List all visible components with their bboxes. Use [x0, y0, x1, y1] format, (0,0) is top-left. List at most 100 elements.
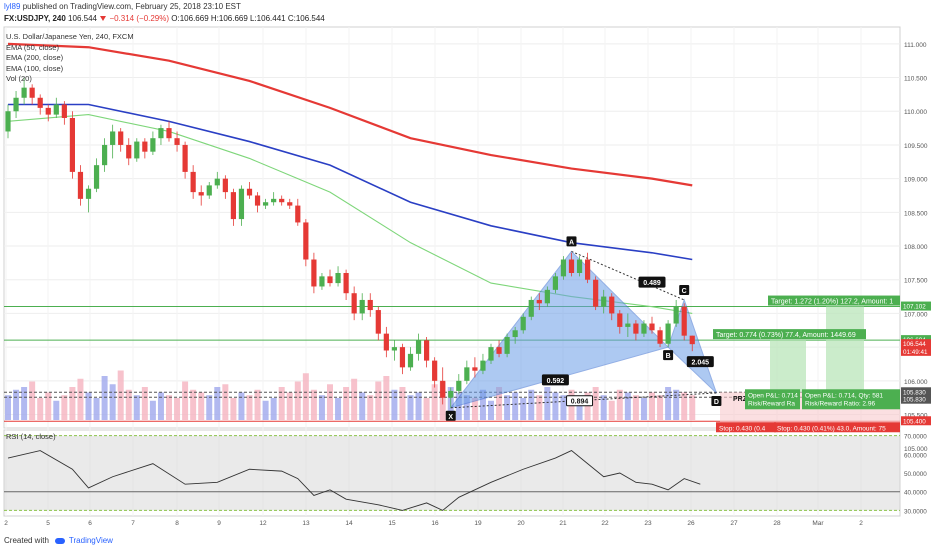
time-tick-label: 22: [601, 520, 609, 527]
volume-bar: [479, 389, 486, 420]
price-axis-badge-label: 105.400: [903, 418, 926, 425]
time-tick-label: 9: [217, 520, 221, 527]
volume-bar: [302, 373, 309, 420]
candle-body: [367, 299, 373, 311]
volume-bar: [504, 395, 511, 420]
price-pane: [3, 26, 901, 429]
volume-bar: [133, 395, 140, 420]
volume-bar: [182, 381, 189, 420]
candle-body: [528, 299, 534, 317]
instrument-label: U.S. Dollar/Japanese Yen, 240, FXCM: [6, 32, 134, 41]
price-tick-label: 110.500: [904, 76, 927, 83]
time-tick-label: 26: [687, 520, 695, 527]
candle-body: [488, 347, 494, 361]
candle-body: [5, 111, 11, 132]
legend-rsi[interactable]: RSI (14, close): [6, 432, 56, 441]
volume-bar: [286, 392, 293, 420]
author-link[interactable]: lyl89: [4, 2, 21, 11]
target-label-1: Target: 1.272 (1.20%) 127.2, Amount: 1: [771, 299, 893, 306]
ratio-badge: [638, 276, 666, 288]
volume-bar: [616, 389, 623, 420]
candle-body: [351, 293, 357, 314]
legend-ema50[interactable]: EMA (50, close): [6, 42, 59, 52]
candle-body: [448, 390, 454, 398]
candle-body: [102, 144, 108, 166]
candle-body: [383, 333, 389, 351]
volume-bar: [592, 387, 599, 420]
price-tick-label: 109.000: [904, 177, 928, 184]
volume-bar: [351, 378, 358, 420]
candle-body: [472, 367, 478, 371]
volume-bar: [488, 400, 494, 420]
volume-bar: [632, 395, 639, 420]
volume-bar: [520, 398, 527, 420]
pattern-point-D: D: [714, 399, 719, 406]
candle-body: [287, 202, 293, 206]
volume-bar: [640, 398, 647, 420]
volume-bar: [77, 378, 84, 420]
created-with-label: Created with: [4, 536, 49, 545]
ratio-label: 0.489: [643, 280, 661, 287]
candle-body: [134, 141, 140, 159]
volume-bar: [174, 398, 181, 420]
candle-body: [85, 188, 92, 199]
candle-body: [456, 380, 462, 391]
candle-body: [681, 306, 687, 336]
rsi-tick-label: 50.0000: [904, 471, 927, 478]
volume-bar: [157, 392, 164, 420]
pattern-point-badge: [566, 236, 577, 247]
volume-bar: [335, 398, 342, 420]
target-label-2: Target: 0.774 (0.73%) 77.4, Amount: 1449…: [716, 332, 856, 339]
ratio-badge: [686, 356, 714, 368]
volume-bar: [423, 398, 430, 420]
volume-bar: [455, 392, 462, 420]
volume-bar: [471, 398, 478, 420]
volume-bar: [166, 395, 172, 420]
candle-body: [319, 276, 325, 287]
volume-bar: [327, 384, 333, 420]
price-tick-label: 111.000: [904, 42, 927, 49]
ratio-label: 0.894: [571, 399, 589, 406]
candle-body: [182, 144, 188, 172]
price-chart[interactable]: 111.000 110.500 110.000 109.500 109.000 108.5…: [0, 0, 932, 532]
volume-bar: [318, 395, 325, 420]
ratio-badge: [541, 374, 569, 386]
legend-ema200[interactable]: EMA (200, close): [6, 53, 64, 62]
price-tick-label: 105.000: [904, 446, 928, 453]
target-badge-1: [768, 295, 900, 306]
down-arrow-icon: [100, 16, 107, 22]
candle-body: [657, 330, 663, 344]
footer: Created with TradingView: [0, 532, 932, 550]
volume-bar: [198, 392, 205, 420]
volume-bar: [496, 387, 503, 420]
volume-bar: [689, 395, 696, 420]
time-tick-label: 14: [345, 520, 353, 527]
volume-bar: [600, 395, 607, 420]
time-tick-label: 23: [644, 520, 652, 527]
target-zone-2: [826, 306, 864, 393]
candle-body: [246, 188, 253, 196]
legend-volume[interactable]: Vol (20): [6, 74, 32, 83]
tradingview-link[interactable]: TradingView: [68, 536, 113, 545]
candle-body: [230, 192, 236, 220]
price-tick-label: 108.500: [904, 210, 928, 217]
candle-body: [625, 323, 631, 327]
time-tick-label: 16: [431, 520, 439, 527]
pattern-point-C: C: [682, 288, 687, 295]
candle-body: [585, 259, 591, 280]
candle-body: [440, 380, 446, 398]
candle-body: [206, 185, 212, 196]
candle-body: [126, 144, 132, 159]
tradingview-logo-icon: [54, 537, 65, 544]
volume-bar: [657, 395, 664, 420]
ohlc-values: O:106.669 H:106.669 L:106.441 C:106.544: [171, 14, 325, 23]
candle-body: [552, 276, 558, 290]
volume-bar: [262, 400, 269, 420]
legend-ema100[interactable]: EMA (100, close): [6, 63, 64, 73]
volume-bar: [649, 392, 655, 420]
candle-body: [238, 188, 245, 220]
rsi-tick-label: 30.0000: [904, 508, 927, 515]
candle-body: [673, 306, 679, 324]
price-axis-badge-label: 105.830: [903, 397, 926, 404]
volume-bar: [367, 395, 374, 420]
